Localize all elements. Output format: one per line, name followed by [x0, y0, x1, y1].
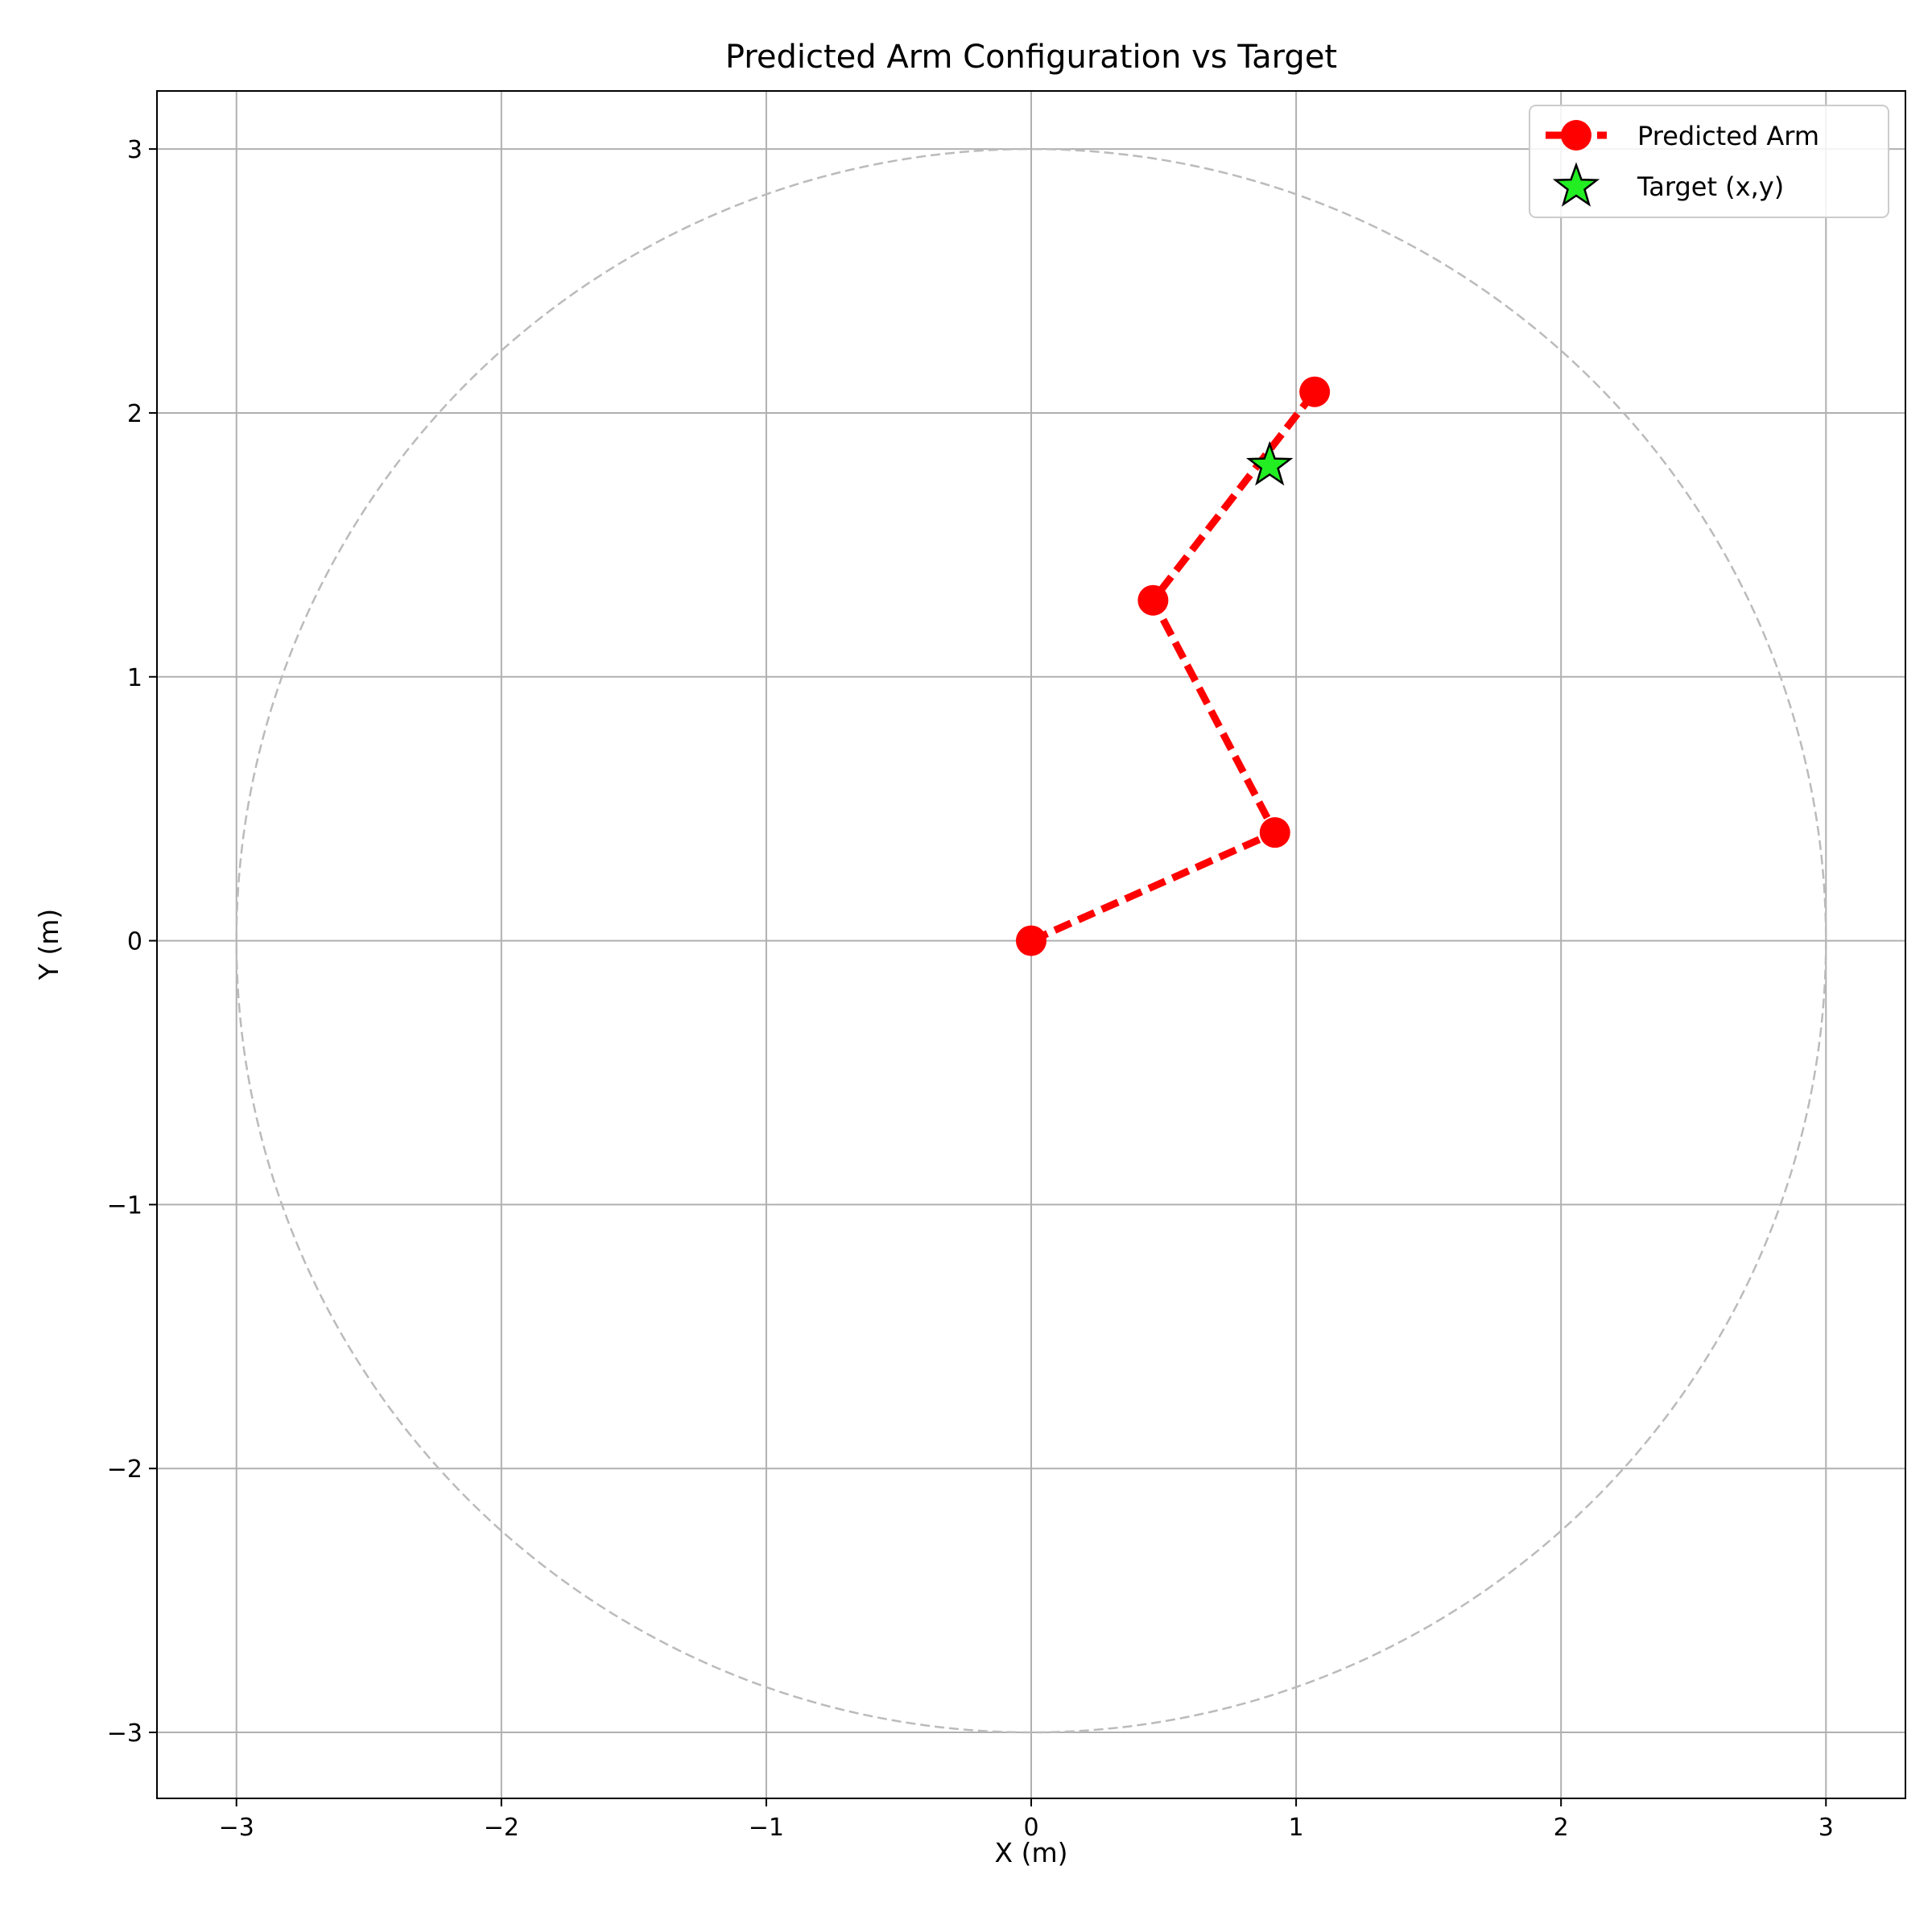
y-tick-label: 1	[127, 664, 142, 692]
arm-joint-point	[1259, 817, 1290, 848]
y-tick-label: 2	[127, 400, 142, 428]
x-tick-label: 3	[1818, 1814, 1834, 1842]
y-tick-label: −3	[107, 1719, 142, 1748]
x-tick-label: −1	[749, 1814, 784, 1842]
legend-arm-marker	[1561, 120, 1591, 151]
x-tick-label: 0	[1023, 1814, 1038, 1842]
arm-joint-point	[1137, 584, 1169, 616]
legend-box	[1529, 105, 1889, 218]
legend: Predicted Arm Target (x,y)	[1529, 105, 1889, 218]
y-tick-label: −1	[107, 1191, 142, 1220]
x-tick-label: 1	[1289, 1814, 1304, 1842]
legend-target-star-icon	[1552, 162, 1600, 207]
arm-link-line	[1030, 389, 1318, 944]
tick-layer: −3 −2 −1 0 1 2 3 −3 −2 −1 0 1 2 3	[107, 136, 1834, 1842]
y-tick-label: −2	[107, 1455, 142, 1484]
target-star-point	[1245, 440, 1294, 486]
chart-title: Predicted Arm Configuration vs Target	[725, 39, 1337, 76]
series-layer	[1016, 376, 1331, 956]
y-tick-label: 3	[127, 136, 142, 164]
x-tick-label: −2	[484, 1814, 519, 1842]
arm-joint-point	[1016, 925, 1046, 956]
y-tick-label: 0	[127, 928, 142, 956]
x-tick-label: −3	[219, 1814, 254, 1842]
legend-star-shape	[1552, 162, 1600, 207]
legend-arm-label: Predicted Arm	[1637, 121, 1819, 151]
arm-joint-point	[1299, 376, 1331, 407]
legend-target-label: Target (x,y)	[1637, 171, 1784, 202]
x-axis-label: X (m)	[995, 1837, 1068, 1868]
x-tick-label: 2	[1554, 1814, 1569, 1842]
y-axis-label: Y (m)	[33, 909, 64, 981]
